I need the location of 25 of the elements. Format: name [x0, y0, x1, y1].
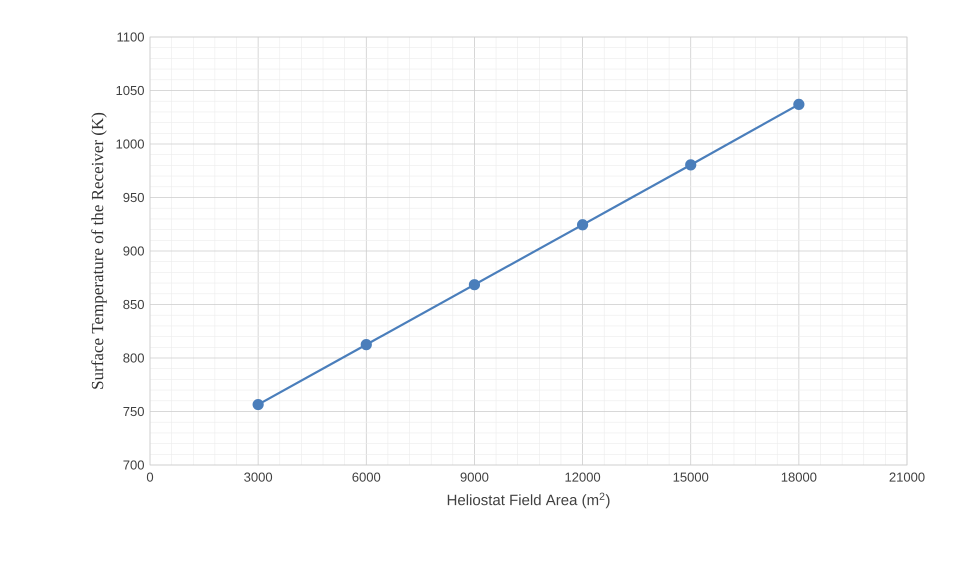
y-tick-label: 1050: [116, 86, 144, 96]
y-tick-label: 1100: [118, 32, 144, 42]
y-tick-label: 750: [123, 406, 144, 416]
x-tick-label: 0: [146, 472, 154, 482]
point: [252, 398, 264, 410]
x-tick-label: 3000: [244, 472, 272, 482]
point: [468, 279, 480, 290]
x-tick-label: 6000: [352, 472, 380, 482]
point: [576, 219, 588, 230]
y-tick-label: 700: [123, 460, 144, 470]
y-tick-label: 800: [123, 353, 144, 363]
y-axis-title: Surface Temperature of the Receiver (K): [91, 112, 107, 389]
y-tick-label: 1000: [116, 139, 144, 149]
x-tick-label: 21000: [890, 472, 925, 482]
x-tick-label: 9000: [460, 472, 488, 482]
point: [360, 339, 372, 350]
y-tick-label: 900: [123, 246, 144, 256]
x-axis-title: Heliostat Field Area (m$^{2}$): [448, 492, 610, 508]
y-tick-label: 950: [123, 192, 144, 202]
x-tick-label: 18000: [782, 472, 816, 482]
y-tick-label: 850: [123, 300, 144, 310]
point: [685, 159, 696, 170]
x-tick-label: 12000: [565, 472, 600, 482]
x-tick-label: 15000: [674, 472, 708, 482]
point: [793, 98, 804, 110]
